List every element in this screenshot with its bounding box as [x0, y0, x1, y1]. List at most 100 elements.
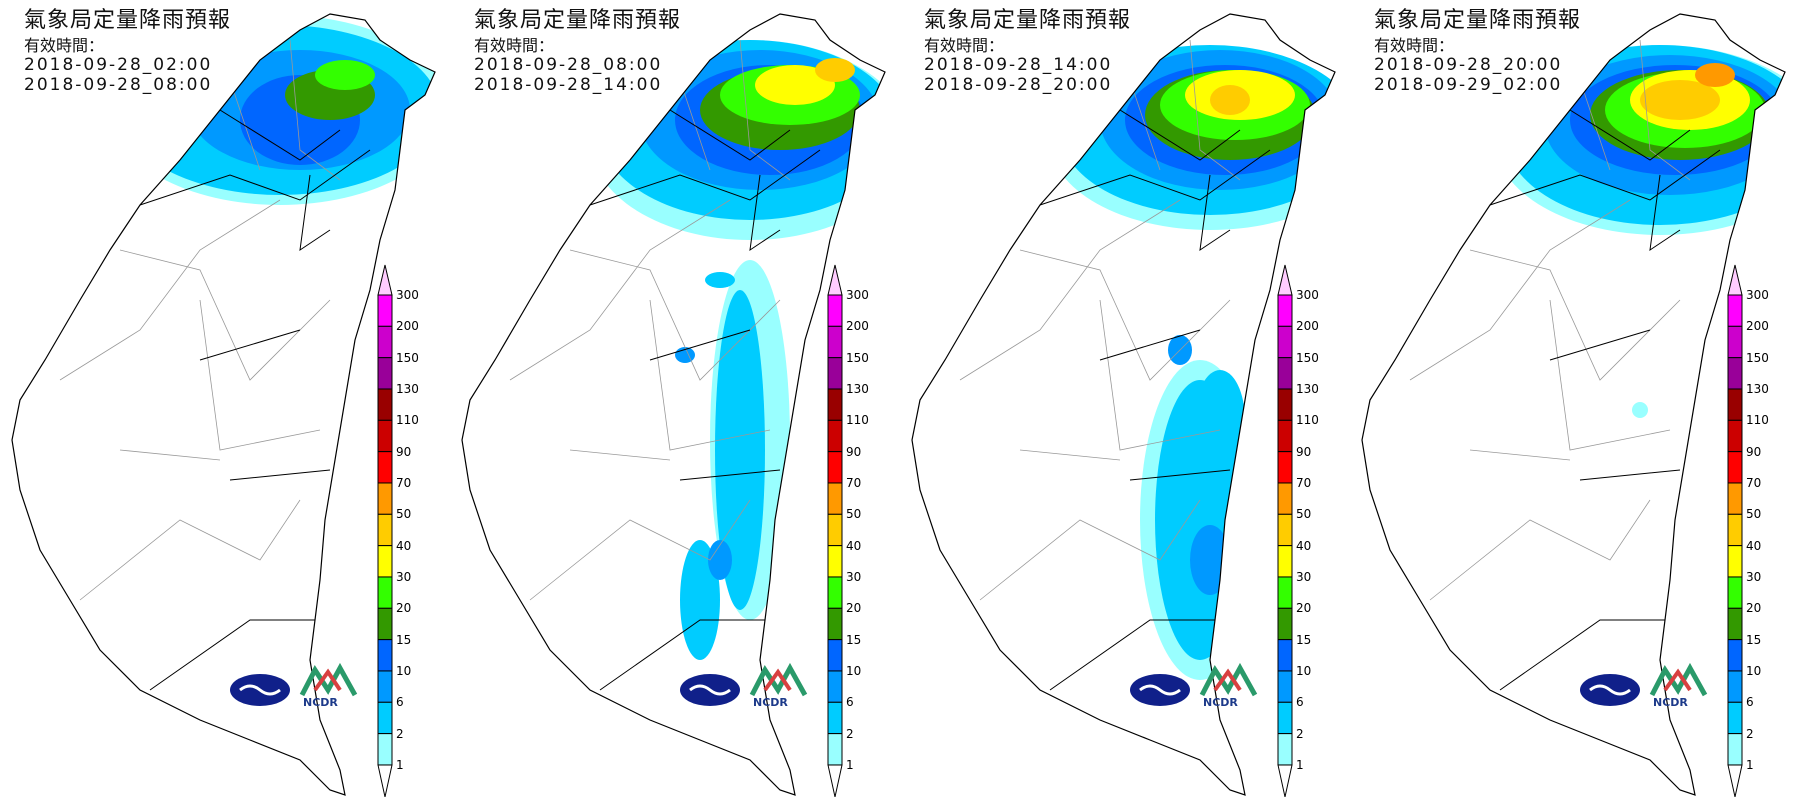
colorbar-segment: [377, 482, 393, 515]
colorbar-segment: [827, 576, 843, 609]
rain-area: [1695, 63, 1735, 87]
colorbar-label: 40: [846, 538, 862, 553]
taiwan-rainfall-map: NCDR: [11, 13, 436, 796]
colorbar-label: 2: [1296, 726, 1304, 741]
colorbar-segment: [377, 670, 393, 703]
colorbar-label: 90: [1296, 444, 1312, 459]
colorbar-segment: [1727, 670, 1743, 703]
coastline: [911, 13, 1336, 796]
colorbar-under-triangle: [827, 764, 843, 798]
colorbar-segment: [1727, 639, 1743, 672]
svg-text:NCDR: NCDR: [1653, 696, 1688, 709]
valid-time-label: 有效時間：: [1374, 36, 1455, 55]
colorbar-label: 10: [1746, 663, 1762, 678]
colorbar-over-triangle: [1277, 264, 1293, 296]
svg-text:NCDR: NCDR: [1203, 696, 1238, 709]
colorbar-label: 130: [1746, 381, 1769, 396]
colorbar-segment: [827, 701, 843, 735]
colorbar-segment: [827, 325, 843, 359]
valid-start-time: 2018-09-28_20:00: [1374, 55, 1563, 75]
rain-area: [1210, 85, 1250, 115]
colorbar-segment: [1277, 482, 1293, 515]
valid-start-time: 2018-09-28_14:00: [924, 55, 1113, 75]
colorbar-label: 2: [1746, 726, 1754, 741]
colorbar-segment: [1277, 325, 1293, 359]
colorbar-segment: [1277, 388, 1293, 421]
rain-area: [755, 65, 835, 105]
colorbar-segment: [827, 513, 843, 547]
colorbar-segment: [1277, 419, 1293, 453]
colorbar-label: 2: [396, 726, 404, 741]
colorbar-segment: [827, 357, 843, 390]
valid-time-label: 有效時間：: [24, 36, 105, 55]
colorbar-segment: [827, 545, 843, 578]
rain-area: [1640, 80, 1720, 120]
colorbar-label: 30: [1296, 569, 1312, 584]
colorbar-label: 70: [1296, 475, 1312, 490]
colorbar: [377, 264, 393, 798]
colorbar-segment: [827, 388, 843, 421]
rain-area: [315, 60, 375, 90]
colorbar-label: 150: [1296, 350, 1319, 365]
colorbar-label: 30: [846, 569, 862, 584]
colorbar-label: 40: [396, 538, 412, 553]
rain-area: [715, 290, 765, 610]
valid-end-time: 2018-09-28_08:00: [24, 75, 213, 95]
colorbar-segment: [377, 357, 393, 390]
colorbar-segment: [1727, 357, 1743, 390]
colorbar-label: 130: [846, 381, 869, 396]
colorbar-segment: [377, 513, 393, 547]
colorbar-segment: [1277, 513, 1293, 547]
valid-start-time: 2018-09-28_08:00: [474, 55, 663, 75]
colorbar-label: 110: [846, 413, 869, 428]
colorbar-label: 150: [846, 350, 869, 365]
colorbar-label: 20: [846, 601, 862, 616]
land-area: [12, 14, 435, 795]
taiwan-rainfall-map: NCDR: [1361, 13, 1786, 796]
colorbar-label: 10: [396, 663, 412, 678]
colorbar-segment: [827, 670, 843, 703]
panel-title: 氣象局定量降雨預報: [924, 8, 1132, 33]
colorbar-segment: [1277, 607, 1293, 641]
colorbar-segment: [1277, 357, 1293, 390]
colorbar-label: 50: [846, 507, 862, 522]
ncdr-logo: [1649, 662, 1708, 697]
colorbar-segment: [1727, 388, 1743, 421]
colorbar-label: 30: [1746, 569, 1762, 584]
colorbar-label: 200: [846, 319, 869, 334]
colorbar-over-triangle: [827, 264, 843, 296]
colorbar-label: 20: [1296, 601, 1312, 616]
colorbar-segment: [1727, 325, 1743, 359]
colorbar-label: 1: [1296, 757, 1304, 772]
colorbar-label: 200: [1296, 319, 1319, 334]
colorbar-label: 10: [1296, 663, 1312, 678]
colorbar-label: 50: [1746, 507, 1762, 522]
colorbar-label: 15: [1746, 632, 1762, 647]
colorbar-segment: [1277, 545, 1293, 578]
colorbar-segment: [377, 733, 393, 766]
colorbar-segment: [1277, 451, 1293, 484]
colorbar-segment: [1277, 294, 1293, 327]
colorbar-label: 90: [846, 444, 862, 459]
svg-text:NCDR: NCDR: [303, 696, 338, 709]
colorbar-segment: [1727, 545, 1743, 578]
colorbar-label: 30: [396, 569, 412, 584]
colorbar-label: 6: [1746, 695, 1754, 710]
colorbar-segment: [827, 639, 843, 672]
colorbar-segment: [1727, 513, 1743, 547]
ncdr-logo: [749, 662, 808, 697]
coastline: [11, 13, 436, 796]
panel-title: 氣象局定量降雨預報: [1374, 8, 1582, 33]
colorbar-segment: [1727, 701, 1743, 735]
colorbar-segment: [377, 639, 393, 672]
colorbar-label: 15: [1296, 632, 1312, 647]
colorbar-label: 70: [846, 475, 862, 490]
colorbar-under-triangle: [1277, 764, 1293, 798]
colorbar-over-triangle: [377, 264, 393, 296]
rain-area: [708, 540, 732, 580]
colorbar-label: 40: [1746, 538, 1762, 553]
valid-end-time: 2018-09-28_14:00: [474, 75, 663, 95]
colorbar-label: 130: [1296, 381, 1319, 396]
colorbar-segment: [377, 419, 393, 453]
colorbar-segment: [1277, 576, 1293, 609]
